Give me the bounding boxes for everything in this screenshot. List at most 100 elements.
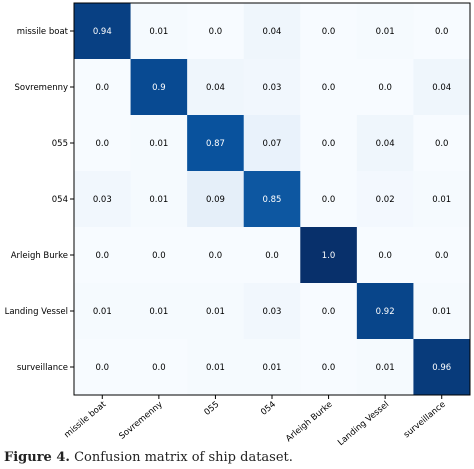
heatmap-cell bbox=[413, 59, 471, 116]
heatmap-cell bbox=[187, 283, 245, 340]
cell-value-label: 0.0 bbox=[378, 251, 392, 261]
heatmap-cell bbox=[74, 59, 132, 116]
x-tick-label: Landing Vessel bbox=[336, 400, 391, 448]
cell-value-label: 0.01 bbox=[263, 363, 282, 373]
plot-frame bbox=[73, 2, 471, 396]
cell-value-label: 0.03 bbox=[93, 195, 112, 205]
heatmap-cell bbox=[356, 3, 414, 60]
cell-value-label: 1.0 bbox=[322, 251, 336, 261]
cell-value-label: 0.01 bbox=[149, 139, 168, 149]
x-tick-label: 054 bbox=[259, 400, 278, 418]
heatmap-cell bbox=[130, 3, 188, 60]
x-tick-label: missile boat bbox=[62, 399, 108, 440]
cell-value-label: 0.03 bbox=[263, 307, 282, 317]
heatmap-cell bbox=[243, 339, 301, 396]
heatmap-cell bbox=[74, 283, 132, 340]
x-tick-label: surveillance bbox=[402, 400, 448, 441]
heatmap-cell bbox=[187, 339, 245, 396]
heatmap-cell bbox=[74, 227, 132, 284]
figure-caption: Figure 4. Confusion matrix of ship datas… bbox=[4, 450, 474, 469]
heatmap-cell bbox=[300, 339, 358, 396]
heatmap-cell bbox=[243, 283, 301, 340]
cell-value-label: 0.01 bbox=[149, 307, 168, 317]
heatmap-cell bbox=[243, 59, 301, 116]
cell-value-label: 0.85 bbox=[263, 195, 282, 205]
cell-value-label: 0.01 bbox=[149, 27, 168, 37]
cell-value-label: 0.0 bbox=[378, 83, 392, 93]
cell-value-label: 0.03 bbox=[263, 83, 282, 93]
cell-value-label: 0.0 bbox=[96, 251, 110, 261]
cell-value-label: 0.0 bbox=[322, 307, 336, 317]
cell-value-label: 0.0 bbox=[435, 251, 449, 261]
heatmap-cell bbox=[74, 339, 132, 396]
y-tick-label: surveillance bbox=[17, 363, 68, 373]
heatmap-cell bbox=[243, 115, 301, 172]
cell-value-label: 0.96 bbox=[432, 363, 451, 373]
cell-value-label: 0.02 bbox=[376, 195, 395, 205]
row-labels: missile boat Sovremenny 055 054 Arleigh Burk… bbox=[5, 27, 74, 373]
column-labels: missile boat Sovremenny 055 054 Arleigh Burk… bbox=[62, 395, 448, 448]
cell-value-label: 0.04 bbox=[206, 83, 225, 93]
cell-value-label: 0.0 bbox=[322, 83, 336, 93]
confusion-matrix-chart: 0.94 0.01 0.0 0.04 0.0 0.01 0.0 0.0 0.9 0.04 0.03 0… bbox=[5, 2, 471, 448]
cell-value-label: 0.01 bbox=[206, 363, 225, 373]
cell-value-label: 0.04 bbox=[263, 27, 282, 37]
heatmap-cell bbox=[300, 115, 358, 172]
cell-value-label: 0.87 bbox=[206, 139, 225, 149]
cell-value-label: 0.0 bbox=[152, 363, 166, 373]
caption-text: Confusion matrix of ship dataset. bbox=[74, 450, 293, 465]
heatmap-cell bbox=[356, 59, 414, 116]
y-tick-label: 055 bbox=[52, 139, 68, 149]
y-tick-label: Sovremenny bbox=[15, 83, 68, 93]
heatmap-cell bbox=[130, 115, 188, 172]
cell-value-label: 0.94 bbox=[93, 27, 112, 37]
cell-value-label: 0.01 bbox=[93, 307, 112, 317]
x-tick-label: Sovremenny bbox=[117, 400, 164, 442]
cell-value-label: 0.01 bbox=[206, 307, 225, 317]
heatmap-cell bbox=[130, 59, 188, 116]
y-tick-label: Arleigh Burke bbox=[11, 251, 68, 261]
heatmap-cell bbox=[413, 171, 471, 228]
x-tick-label: 055 bbox=[202, 400, 221, 418]
heatmap-cell bbox=[356, 283, 414, 340]
heatmap-cell bbox=[74, 171, 132, 228]
heatmap-cell bbox=[413, 3, 471, 60]
heatmap-cell bbox=[243, 227, 301, 284]
heatmap-cell bbox=[300, 283, 358, 340]
heatmap-cell bbox=[243, 171, 301, 228]
heatmap-cell bbox=[187, 59, 245, 116]
heatmap-cell bbox=[187, 115, 245, 172]
cell-value-label: 0.0 bbox=[265, 251, 279, 261]
cell-value-label: 0.0 bbox=[322, 195, 336, 205]
cell-value-label: 0.0 bbox=[96, 83, 110, 93]
cell-value-label: 0.01 bbox=[432, 195, 451, 205]
cell-value-label: 0.0 bbox=[322, 139, 336, 149]
cell-value-label: 0.01 bbox=[149, 195, 168, 205]
x-tick-label: Arleigh Burke bbox=[284, 400, 334, 445]
heatmap-cell bbox=[413, 283, 471, 340]
cell-value-label: 0.9 bbox=[152, 83, 166, 93]
heatmap-cells bbox=[74, 3, 471, 396]
cell-value-label: 0.0 bbox=[435, 139, 449, 149]
heatmap-cell bbox=[74, 3, 132, 60]
cell-value-label: 0.0 bbox=[96, 363, 110, 373]
cell-value-label: 0.0 bbox=[96, 139, 110, 149]
heatmap-cell bbox=[300, 3, 358, 60]
cell-value-label: 0.01 bbox=[376, 27, 395, 37]
cell-value-label: 0.92 bbox=[376, 307, 395, 317]
heatmap-cell bbox=[356, 115, 414, 172]
cell-value-label: 0.0 bbox=[322, 363, 336, 373]
heatmap-cell bbox=[356, 227, 414, 284]
cell-value-label: 0.01 bbox=[432, 307, 451, 317]
heatmap-cell bbox=[130, 283, 188, 340]
heatmap-value-labels: 0.94 0.01 0.0 0.04 0.0 0.01 0.0 0.0 0.9 0.04 0.03 0… bbox=[93, 27, 451, 373]
heatmap-cell bbox=[130, 339, 188, 396]
heatmap-cell bbox=[300, 171, 358, 228]
heatmap-cell bbox=[187, 227, 245, 284]
cell-value-label: 0.0 bbox=[209, 27, 223, 37]
y-tick-label: missile boat bbox=[17, 27, 69, 37]
cell-value-label: 0.0 bbox=[209, 251, 223, 261]
cell-value-label: 0.0 bbox=[435, 27, 449, 37]
cell-value-label: 0.0 bbox=[322, 27, 336, 37]
cell-value-label: 0.04 bbox=[432, 83, 451, 93]
